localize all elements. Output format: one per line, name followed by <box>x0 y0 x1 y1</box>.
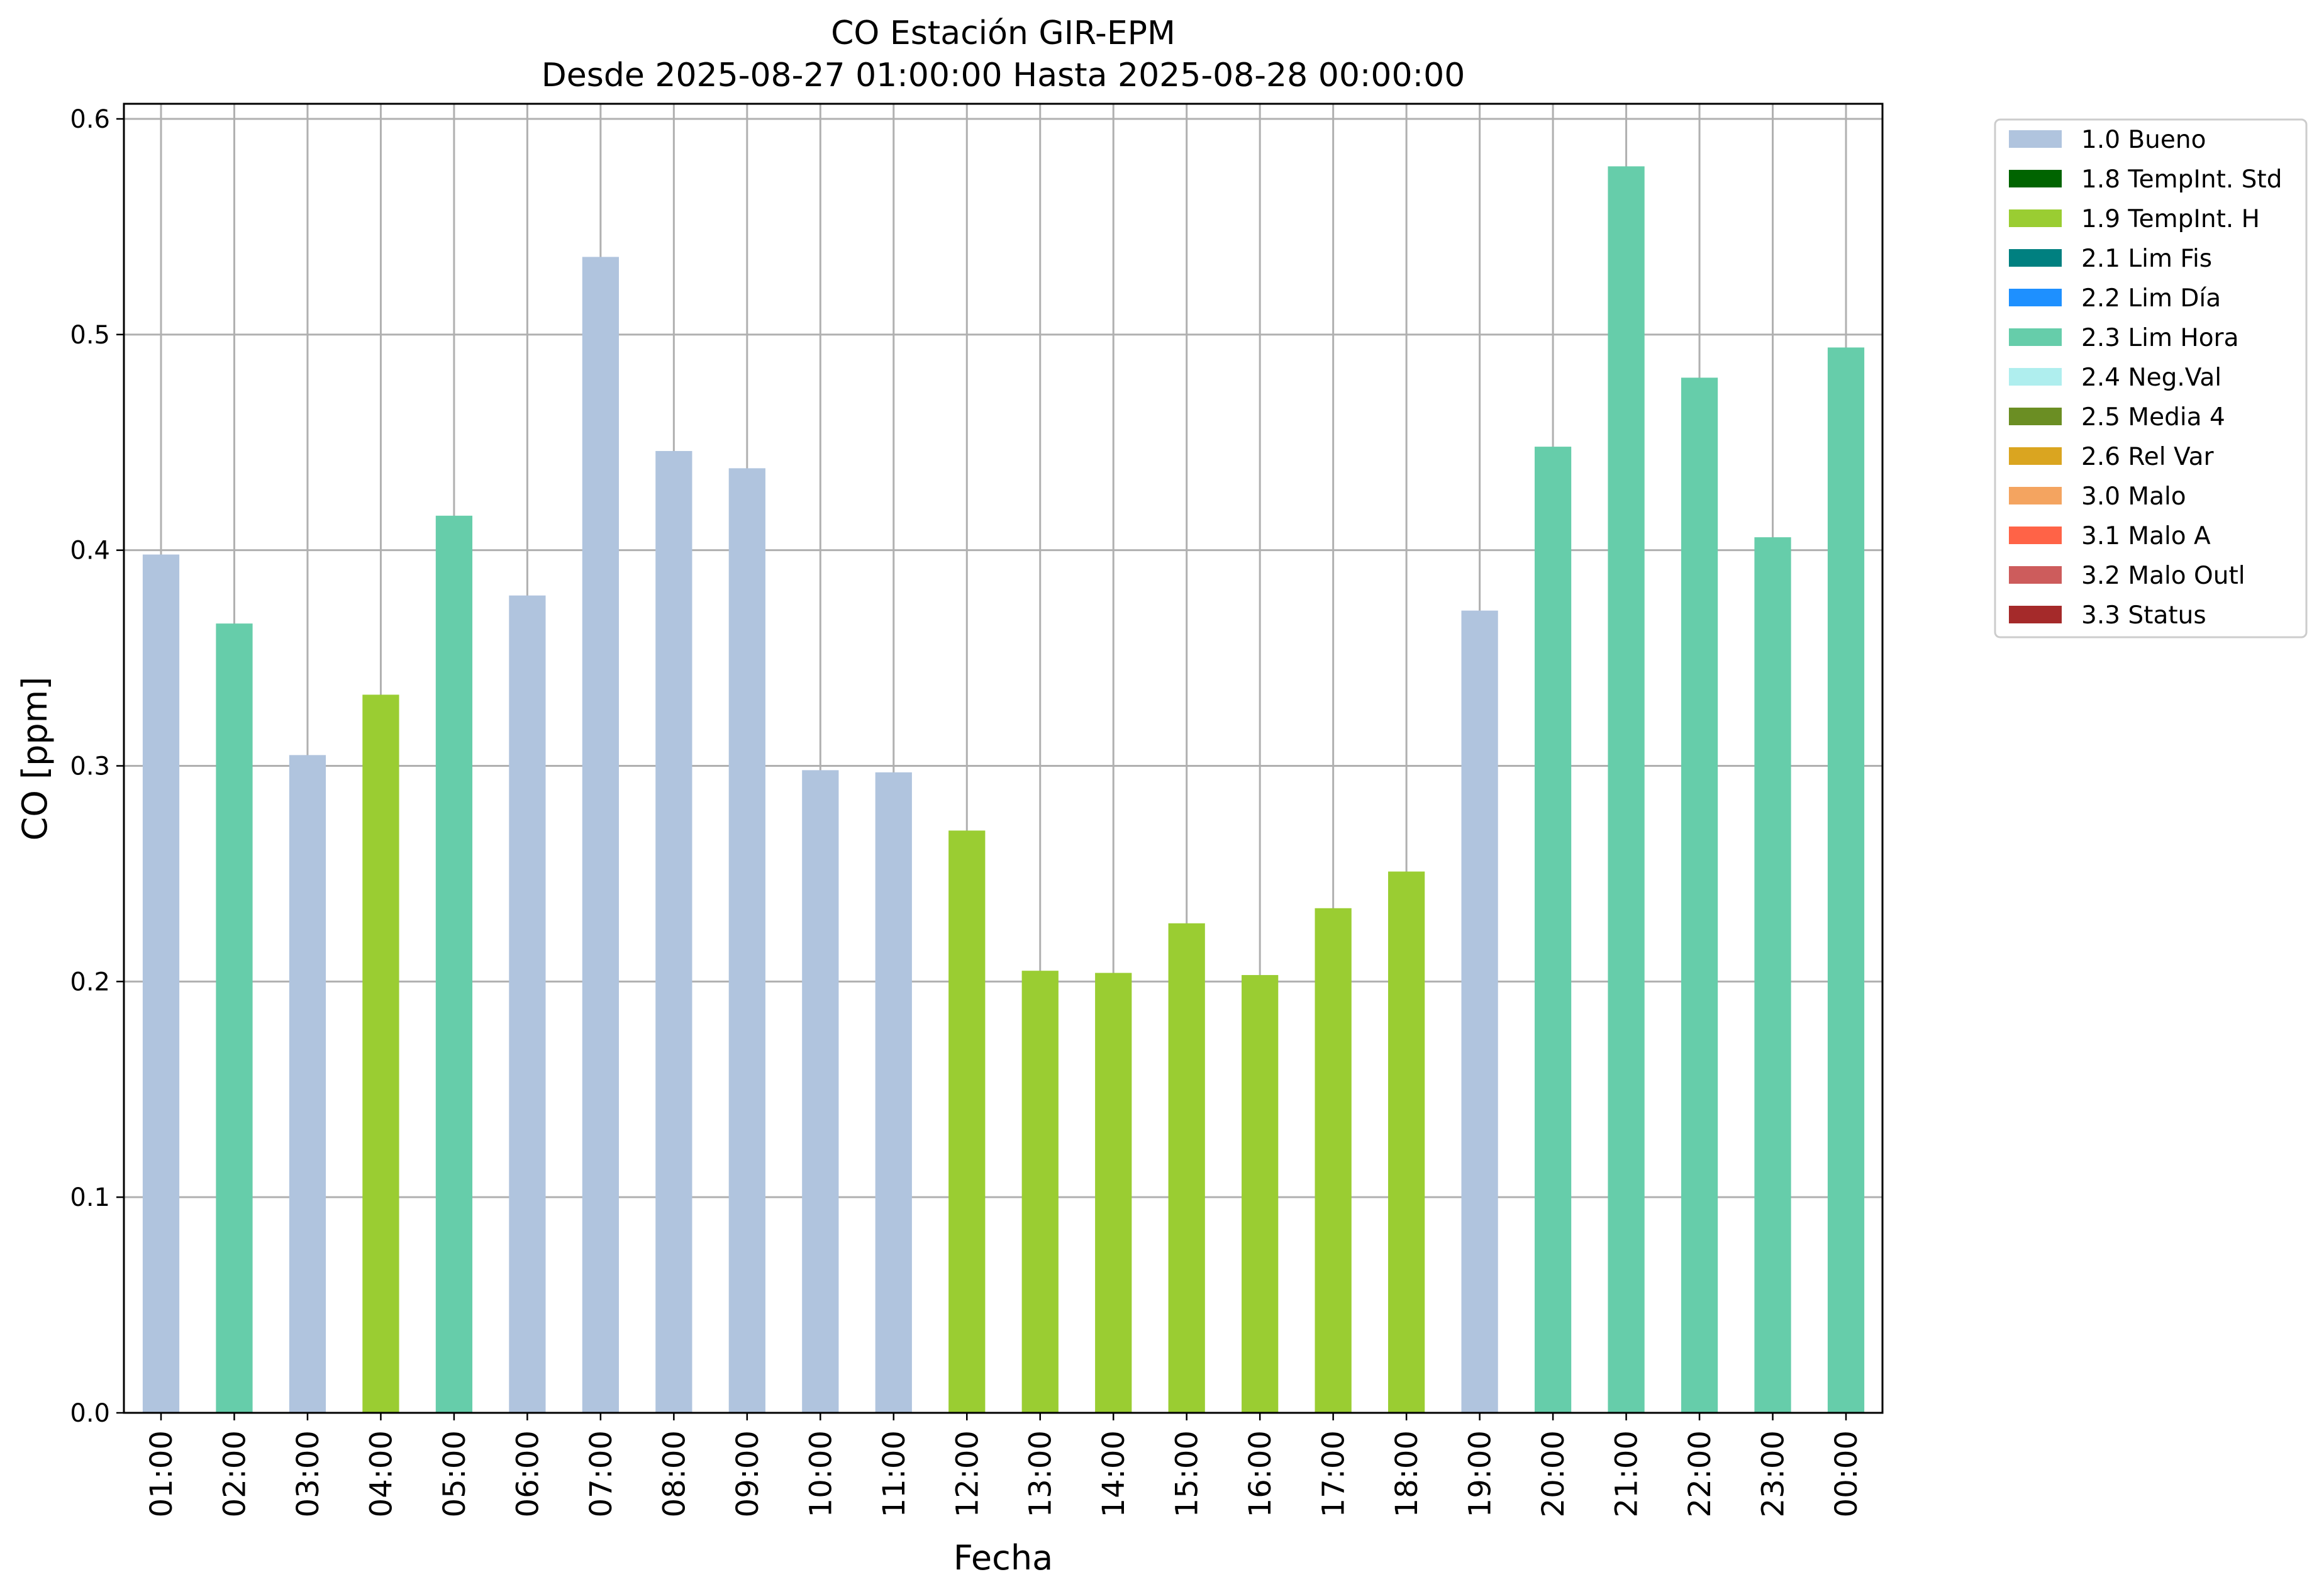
x-tick-label: 03:00 <box>291 1430 326 1517</box>
x-tick-label: 01:00 <box>144 1430 179 1517</box>
bar-0500 <box>435 515 473 1413</box>
bar-0700 <box>582 257 619 1413</box>
bar-1200 <box>948 830 986 1413</box>
legend-label: 2.3 Lim Hora <box>2081 324 2239 352</box>
legend-label: 2.4 Neg.Val <box>2081 364 2221 392</box>
bar-0600 <box>509 595 546 1413</box>
legend-swatch <box>2009 209 2062 227</box>
bar-2300 <box>1754 537 1791 1413</box>
bar-1900 <box>1461 610 1498 1413</box>
x-tick-label: 07:00 <box>584 1430 619 1517</box>
legend-swatch <box>2009 606 2062 623</box>
y-tick-label: 0.3 <box>70 752 110 781</box>
x-tick-label: 09:00 <box>730 1430 765 1517</box>
bar-2100 <box>1608 166 1645 1413</box>
y-tick-label: 0.5 <box>70 321 110 350</box>
legend-swatch <box>2009 527 2062 544</box>
y-tick-label: 0.0 <box>70 1399 110 1428</box>
legend-swatch <box>2009 170 2062 187</box>
bar-0200 <box>216 623 253 1413</box>
legend-label: 3.3 Status <box>2081 601 2206 630</box>
legend-label: 1.9 TempInt. H <box>2081 205 2260 233</box>
legend-swatch <box>2009 487 2062 504</box>
x-tick-label: 19:00 <box>1463 1430 1498 1517</box>
bar-0100 <box>142 554 180 1413</box>
x-tick-label: 08:00 <box>657 1430 692 1517</box>
bar-1400 <box>1095 973 1132 1413</box>
y-tick-label: 0.2 <box>70 967 110 996</box>
bars <box>142 166 1865 1413</box>
x-tick-label: 17:00 <box>1316 1430 1352 1517</box>
bar-1700 <box>1315 908 1352 1413</box>
bar-1000 <box>802 770 839 1413</box>
bar-0800 <box>655 450 692 1413</box>
bar-0400 <box>362 694 399 1413</box>
legend-label: 1.8 TempInt. Std <box>2081 165 2282 194</box>
legend-swatch <box>2009 566 2062 584</box>
bar-1100 <box>875 772 912 1413</box>
y-tick-label: 0.6 <box>70 105 110 134</box>
legend-label: 3.2 Malo Outl <box>2081 562 2245 590</box>
x-tick-label: 02:00 <box>217 1430 252 1517</box>
x-axis-label: Fecha <box>954 1538 1053 1578</box>
x-tick-label: 11:00 <box>877 1430 912 1517</box>
legend-frame <box>1994 118 2308 638</box>
y-axis: 0.0 0.1 0.2 0.3 0.4 0.5 0.6 <box>70 105 124 1428</box>
bar-1800 <box>1388 871 1425 1413</box>
legend-swatch <box>2009 130 2062 148</box>
bar-1600 <box>1242 975 1279 1413</box>
plot-frame <box>123 103 1884 1414</box>
chart-subtitle: Desde 2025-08-27 01:00:00 Hasta 2025-08-… <box>542 57 1465 94</box>
legend-label: 2.5 Media 4 <box>2081 403 2225 432</box>
x-tick-label: 15:00 <box>1170 1430 1205 1517</box>
x-tick-label: 13:00 <box>1023 1430 1059 1517</box>
bar-0900 <box>728 468 765 1413</box>
x-tick-label: 23:00 <box>1756 1430 1791 1517</box>
bar-2000 <box>1534 447 1572 1413</box>
bar-0300 <box>289 755 326 1413</box>
y-tick-label: 0.1 <box>70 1183 110 1212</box>
x-tick-label: 22:00 <box>1682 1430 1718 1517</box>
legend-swatch <box>2009 447 2062 465</box>
legend-swatch <box>2009 328 2062 346</box>
bar-0000 <box>1827 347 1865 1413</box>
legend-label: 1.0 Bueno <box>2081 126 2206 154</box>
legend: 1.0 Bueno 1.8 TempInt. Std 1.9 TempInt. H 2… <box>1994 118 2308 638</box>
x-tick-label: 00:00 <box>1829 1430 1864 1517</box>
y-axis-label: CO [ppm] <box>15 677 55 841</box>
x-tick-label: 21:00 <box>1610 1430 1645 1517</box>
bar-1500 <box>1168 923 1205 1413</box>
legend-label: 2.6 Rel Var <box>2081 443 2215 471</box>
x-tick-label: 18:00 <box>1389 1430 1425 1517</box>
x-tick-label: 16:00 <box>1243 1430 1278 1517</box>
bar-2200 <box>1681 377 1718 1413</box>
legend-label: 2.2 Lim Día <box>2081 284 2221 313</box>
legend-label: 3.1 Malo A <box>2081 522 2211 550</box>
legend-swatch <box>2009 368 2062 386</box>
x-tick-label: 12:00 <box>950 1430 985 1517</box>
bar-1300 <box>1021 971 1059 1413</box>
x-tick-label: 20:00 <box>1536 1430 1571 1517</box>
legend-swatch <box>2009 249 2062 267</box>
chart-title: CO Estación GIR-EPM <box>831 14 1176 52</box>
y-tick-label: 0.4 <box>70 537 110 566</box>
x-axis: 01:00 02:00 03:00 04:00 05:00 06:00 07:00 08:00… <box>144 1413 1864 1517</box>
x-tick-label: 10:00 <box>803 1430 838 1517</box>
legend-swatch <box>2009 289 2062 306</box>
x-tick-label: 06:00 <box>510 1430 545 1517</box>
legend-label: 2.1 Lim Fis <box>2081 245 2212 273</box>
legend-swatch <box>2009 408 2062 425</box>
x-tick-label: 04:00 <box>364 1430 399 1517</box>
legend-label: 3.0 Malo <box>2081 482 2186 511</box>
x-tick-label: 14:00 <box>1096 1430 1131 1517</box>
x-tick-label: 05:00 <box>437 1430 472 1517</box>
